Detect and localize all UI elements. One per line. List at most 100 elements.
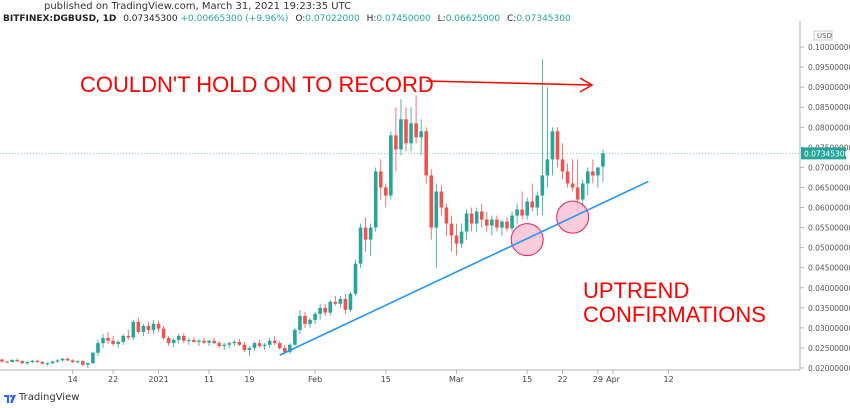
candle-body [394,135,398,150]
candle-body [121,335,125,342]
candle-body [96,343,100,353]
candle-body [565,171,570,184]
low-label: L: [437,14,446,24]
x-tick-label: Mar [449,375,465,384]
y-tick-label: 0.09500000 [808,63,850,72]
candle-body [116,341,120,344]
current-price-value: 0.07345300 [804,149,850,158]
close-label: C: [506,14,517,24]
candle-body [596,167,600,176]
candle-body [298,315,302,330]
candle-body [429,175,434,228]
candle-body [136,321,141,332]
candle-body [550,131,555,160]
candle-body [373,171,378,228]
candle-body [81,361,85,365]
candle-body [45,363,50,365]
x-tick-label: 22 [108,375,118,384]
candle-body [485,219,489,226]
x-tick-label: 2021 [148,375,168,384]
y-tick-label: 0.03500000 [808,304,850,313]
candle-body [368,227,373,240]
y-tick-label: 0.03000000 [808,324,850,333]
candle-body [187,339,191,341]
candle-body [232,341,237,344]
y-tick-label: 0.08000000 [808,123,850,132]
candle-body [283,347,287,352]
candle-body [91,352,95,364]
candle-body [161,328,166,338]
symbol-name[interactable]: BITFINEX:DGBUSD, 1D [3,14,117,24]
candle-body [252,343,257,348]
candle-body [515,209,519,216]
candle-body [464,213,469,232]
x-tick-label: 15 [522,375,532,384]
x-tick-label: 22 [557,375,567,384]
candle-body [495,219,499,228]
candle-body [303,315,307,324]
candle-body [197,340,201,342]
candle-body [293,329,297,345]
candle-body [535,195,540,208]
y-tick-label: 0.05500000 [808,224,850,233]
candle-body [65,358,70,361]
y-tick-label: 0.10000000 [808,43,850,52]
candle-body [15,359,19,362]
y-tick-label: 0.07000000 [808,163,850,172]
candle-body [212,340,216,344]
footer-brand[interactable]: TradingView [19,392,80,403]
x-tick-label: 29 [593,375,603,384]
candle-body [424,131,428,176]
candle-body [570,183,575,188]
candle-body [10,359,14,362]
y-tick-label: 0.08500000 [808,103,850,112]
candle-body [469,213,474,224]
candlesticks [0,59,605,368]
uptrend-line [279,180,649,356]
candle-body [262,344,267,346]
candle-body [409,123,413,144]
candle-body [474,211,479,224]
current-price-tag [801,147,846,160]
candle-body [525,201,529,216]
candle-body [313,313,317,320]
candle-body [182,335,186,341]
candle-body [227,343,232,345]
open-label: O: [295,14,306,24]
candle-body [378,171,383,188]
candle-body [20,361,24,364]
candle-body [25,361,30,364]
candle-body [156,323,161,329]
candle-body [586,171,590,184]
candle-body [35,360,40,362]
x-tick-label: 12 [664,375,674,384]
x-tick-label: 14 [68,375,78,384]
high-value: 0.07450000 [376,14,431,24]
candle-body [5,361,9,363]
candle-body [50,361,55,364]
candle-body [338,298,343,304]
candle-body [146,325,151,330]
candle-body [530,201,535,208]
annotation-uptrend: UPTREND [583,278,689,303]
currency-box [813,30,833,41]
footer: TradingView [4,392,79,403]
candle-body [126,335,131,338]
candle-body [257,343,262,346]
candle-body [207,340,211,343]
candle-body [75,361,80,363]
candle-body [560,159,565,172]
y-tick-label: 0.02500000 [808,344,850,353]
candle-body [70,360,75,362]
candle-body [111,340,115,344]
candle-body [318,307,322,314]
close-value: 0.07345300 [516,14,571,24]
candle-body [176,335,181,340]
y-tick-label: 0.04000000 [808,284,850,293]
y-tick-label: 0.06500000 [808,183,850,192]
annotation-record: COULDN'T HOLD ON TO RECORD [80,72,434,97]
candle-body [449,223,454,236]
tradingview-logo-icon [4,394,16,403]
candle-body [459,231,464,244]
